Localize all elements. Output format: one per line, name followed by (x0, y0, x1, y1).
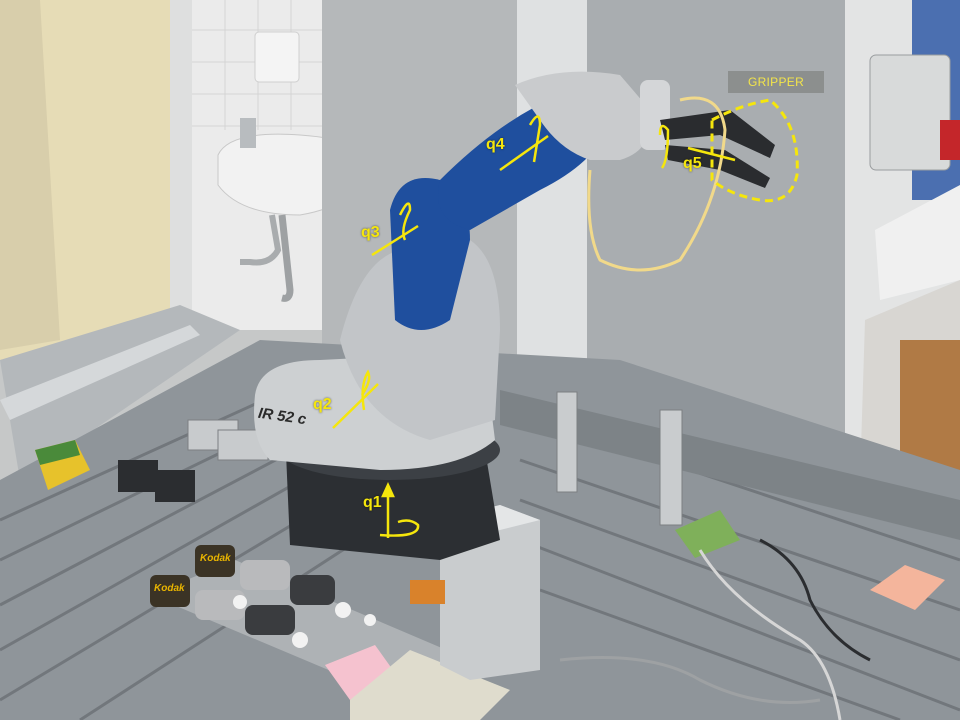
post-left (556, 391, 578, 493)
soap-holder (254, 31, 300, 83)
battery-3 (290, 575, 335, 605)
gripper-finger-top (660, 110, 775, 158)
window-frame (517, 0, 587, 420)
red-switch (940, 120, 960, 160)
faucet (240, 118, 256, 148)
door-frame (170, 0, 192, 330)
battery-4 (150, 575, 190, 607)
joint-label-q3: q3 (361, 224, 380, 241)
terminal-block (675, 510, 740, 558)
battery-1 (195, 545, 235, 577)
battery-2 (240, 560, 290, 590)
cable-duct (500, 390, 960, 540)
sink-pipe (278, 214, 294, 302)
switch-box (869, 54, 951, 171)
q5-rotation-arrow (658, 124, 670, 169)
robot-wrist (515, 71, 651, 160)
q2-axis-arrow (332, 383, 379, 429)
right-desk (875, 185, 960, 300)
black-block-1 (118, 460, 158, 492)
joint-label-q2: q2 (313, 396, 332, 413)
gripper-finger-bottom (665, 145, 770, 188)
q4-rotation-arrow (528, 115, 542, 163)
joint-label-q1: q1 (363, 494, 382, 511)
battery-brand-label-1: Kodak (200, 553, 231, 564)
battery-5 (195, 590, 245, 620)
post-right (659, 409, 683, 526)
keyboard (350, 650, 510, 720)
pneumatic-tube (587, 96, 727, 272)
gripper-dashed-outline (710, 98, 799, 203)
battery-brand-label-2: Kodak (154, 583, 185, 594)
table-rail-left (0, 305, 240, 480)
gripper-label: GRIPPER (728, 71, 824, 93)
orange-box (410, 580, 445, 604)
joint-label-q4: q4 (486, 136, 505, 153)
q3-axis-arrow (371, 224, 419, 257)
robot-wrist-joint (640, 80, 670, 150)
robot-column (340, 240, 500, 440)
joint-annotations (332, 98, 799, 538)
orange-note (870, 565, 945, 610)
q1-rotation-arrow (379, 519, 420, 537)
q2-rotation-arrow (360, 369, 371, 411)
q3-rotation-arrow (398, 202, 412, 241)
black-block-2 (155, 470, 195, 502)
battery-6 (245, 605, 295, 635)
cable-1 (698, 549, 842, 720)
joint-label-q5: q5 (683, 155, 702, 172)
q4-axis-arrow (499, 134, 549, 172)
